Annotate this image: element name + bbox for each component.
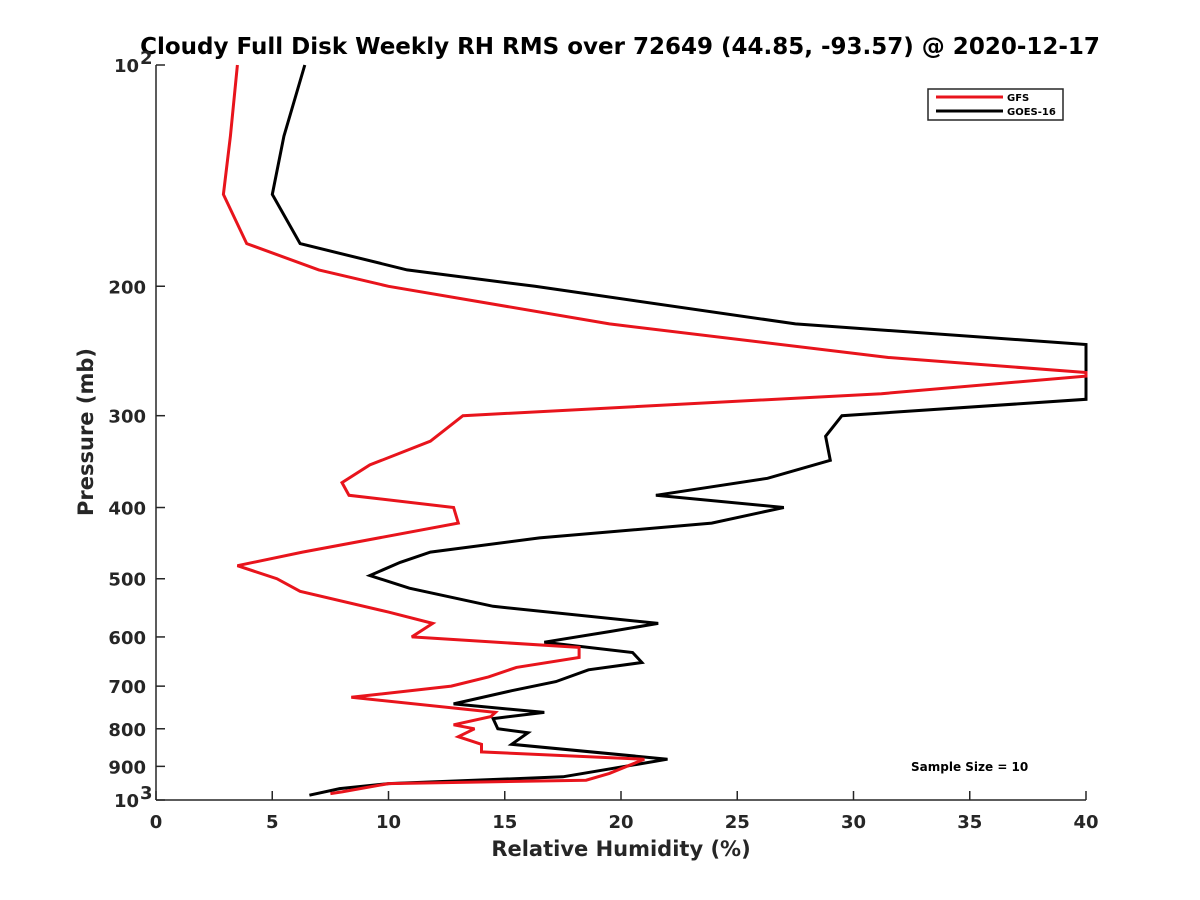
x-axis-label: Relative Humidity (%) <box>491 837 750 861</box>
x-tick-label: 5 <box>266 812 279 833</box>
x-tick-label: 25 <box>725 812 750 833</box>
legend-box <box>927 88 1064 121</box>
y-tick-exponent: 3 <box>140 783 153 804</box>
y-tick-label: 500 <box>108 570 146 591</box>
x-tick-label: 15 <box>492 812 517 833</box>
x-ticks: 0 5 10 15 20 25 30 35 40 <box>150 791 1099 833</box>
legend-label-gfs: GFS <box>1007 93 1029 104</box>
y-tick-label: 800 <box>108 720 146 741</box>
sample-size-annotation: Sample Size = 10 <box>911 760 1028 774</box>
x-tick-label: 0 <box>150 812 163 833</box>
y-tick-label: 600 <box>108 628 146 649</box>
chart-title: Cloudy Full Disk Weekly RH RMS over 7264… <box>140 34 1100 60</box>
y-tick-label: 10 <box>114 56 139 77</box>
legend-label-goes16: GOES-16 <box>1007 107 1056 118</box>
legend: GFS GOES-16 <box>927 88 1064 121</box>
series-line-gfs <box>221 64 1088 796</box>
x-tick-label: 40 <box>1073 812 1098 833</box>
y-tick-label: 900 <box>108 757 146 778</box>
plot-axes <box>155 65 1086 801</box>
series-layer <box>221 64 1088 797</box>
series-line-goes16 <box>270 64 1088 797</box>
x-tick-label: 30 <box>841 812 866 833</box>
y-tick-label: 700 <box>108 677 146 698</box>
y-tick-label: 10 <box>114 791 139 812</box>
y-tick-exponent: 2 <box>140 48 153 69</box>
y-tick-label: 300 <box>108 407 146 428</box>
y-tick-label: 400 <box>108 499 146 520</box>
y-axis-label: Pressure (mb) <box>74 348 98 516</box>
y-tick-label: 200 <box>108 277 146 298</box>
x-tick-label: 35 <box>957 812 982 833</box>
x-tick-label: 10 <box>376 812 401 833</box>
x-tick-label: 20 <box>608 812 633 833</box>
